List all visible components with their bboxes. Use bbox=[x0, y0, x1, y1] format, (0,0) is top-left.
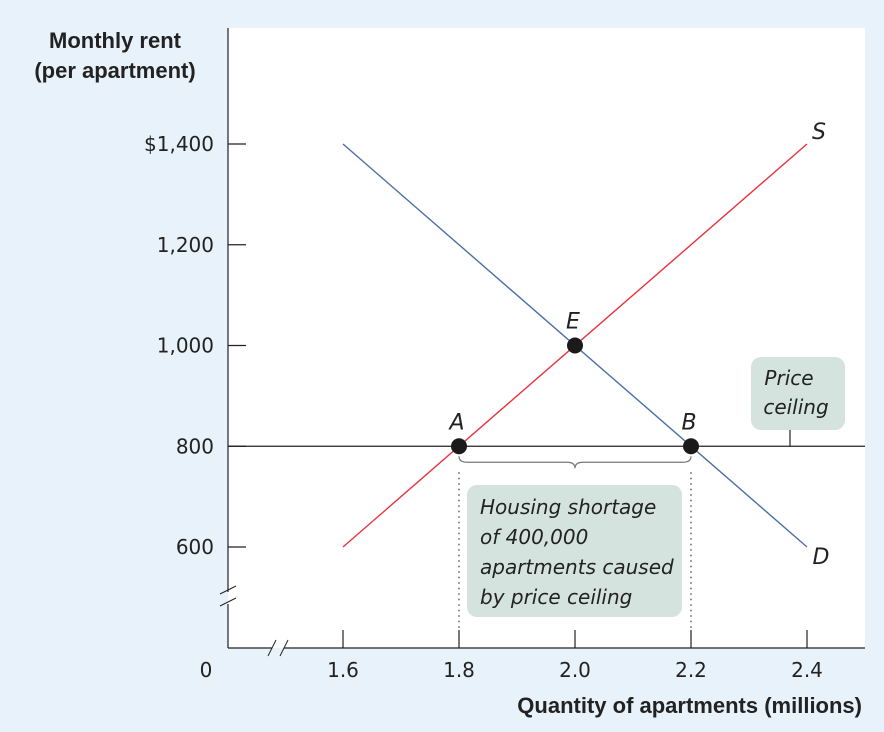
x-tick-label: 1.6 bbox=[327, 658, 359, 682]
point-e bbox=[567, 337, 583, 354]
price-ceiling-label: ceiling bbox=[763, 395, 828, 419]
y-axis-break-mark bbox=[219, 585, 237, 595]
y-tick-label: 1,200 bbox=[157, 233, 214, 257]
axis-ticks: $1,400 1,200 1,000 800 600 1.6 1.8 2.0 2.2 2.4 bbox=[144, 132, 823, 682]
x-axis-title: Quantity of apartments (millions) bbox=[517, 693, 862, 718]
y-tick-label: $1,400 bbox=[144, 132, 214, 156]
shortage-text-line: of 400,000 bbox=[480, 525, 588, 549]
origin-label: 0 bbox=[200, 658, 213, 682]
x-axis-break-mark bbox=[267, 639, 277, 657]
supply-label: S bbox=[812, 120, 826, 145]
price-ceiling-label: Price bbox=[764, 366, 813, 390]
demand-label: D bbox=[813, 545, 830, 570]
price-ceiling-box bbox=[751, 357, 845, 430]
points: E A B bbox=[447, 310, 699, 455]
point-label-b: B bbox=[681, 410, 696, 435]
y-tick-label: 1,000 bbox=[157, 334, 214, 358]
y-tick-label: 600 bbox=[176, 535, 214, 559]
point-b bbox=[683, 438, 699, 455]
shortage-text-line: by price ceiling bbox=[480, 585, 632, 609]
shortage-text-line: apartments caused bbox=[480, 555, 674, 579]
y-axis-title-line1: Monthly rent bbox=[49, 28, 182, 53]
shortage-box bbox=[467, 485, 682, 617]
x-tick-label: 1.8 bbox=[443, 658, 475, 682]
y-axis-title-line2: (per apartment) bbox=[34, 58, 195, 83]
x-axis-break-mark bbox=[279, 639, 289, 657]
x-tick-label: 2.2 bbox=[675, 658, 707, 682]
point-label-e: E bbox=[566, 310, 580, 335]
point-a bbox=[451, 438, 467, 455]
shortage-text-line: Housing shortage bbox=[480, 495, 656, 519]
x-tick-label: 2.0 bbox=[559, 658, 591, 682]
shortage-bracket bbox=[458, 456, 692, 469]
y-axis-break-mark bbox=[219, 597, 237, 607]
x-tick-label: 2.4 bbox=[791, 658, 823, 682]
y-tick-label: 800 bbox=[176, 434, 214, 458]
point-label-a: A bbox=[447, 410, 464, 435]
annotations: Price ceiling Housing shortage of 400,000 ap… bbox=[458, 357, 845, 648]
axes bbox=[219, 28, 865, 657]
